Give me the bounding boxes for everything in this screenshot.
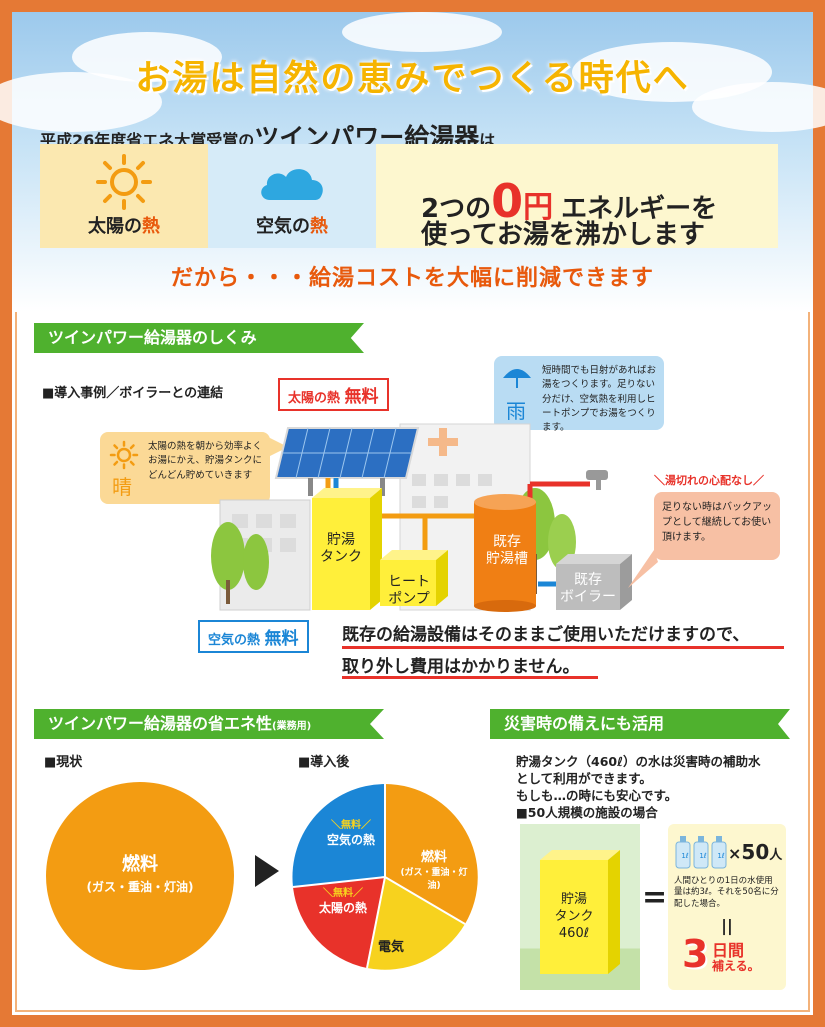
bottle-labels: 1ℓ 1ℓ 1ℓ (681, 852, 725, 860)
people-count: ×50人 (728, 840, 783, 864)
pie-slice-fuel (385, 784, 478, 924)
note-line2: 取り外し費用はかかりません。 (342, 657, 580, 677)
days-result: 3 (682, 932, 709, 976)
pie-slice-solar (293, 877, 385, 968)
days-unit: 日間 補える。 (712, 941, 760, 973)
zero-yen-line1: 2つの0円 エネルギーを (421, 174, 718, 228)
zero-yen-line2: 使ってお湯を沸かします (421, 220, 705, 250)
system-illustration (211, 423, 632, 612)
solar-free-tag: 太陽の熱 無料 (278, 378, 389, 411)
after-elec-label: 電気 (377, 940, 404, 955)
sunny-bubble: 晴 太陽の熱を朝から効率よくお湯にかえ、貯湯タンクにどんどん貯めていきます (100, 432, 270, 504)
after-solar-label: ＼無料／ 太陽の熱 (318, 888, 367, 915)
current-pie: 燃料 (ガス・重油・灯油) (46, 782, 234, 970)
shortage-title: ＼湯切れの心配なし／ (654, 474, 764, 487)
storage-tank-label: 貯湯 タンク (320, 532, 362, 565)
case-label: ■導入事例／ボイラーとの連結 (42, 386, 224, 401)
after-label: ■導入後 (298, 755, 350, 770)
sunny-char: 晴 (112, 475, 132, 499)
note-underline2 (342, 676, 598, 679)
note-line1: 既存の給湯設備はそのままご使用いただけますので、 (342, 625, 750, 645)
air-panel: 空気の熱 (208, 144, 376, 248)
water-panel: 1ℓ 1ℓ 1ℓ ×50人 人間ひとりの1日の水使用量は約3ℓ。それを50名に分配し… (668, 824, 786, 990)
sun-icon (96, 154, 152, 210)
tank-panel: 貯湯 タンク 460ℓ (520, 824, 640, 990)
cloud-decoration (692, 82, 825, 132)
cloud-decoration (72, 32, 222, 82)
disaster-text: 貯湯タンク（460ℓ）の水は災害時の補助水 として利用ができます。 もしも…の時… (516, 754, 761, 820)
after-fuel-label: 燃料 (ガス・重油・灯油) (400, 850, 468, 891)
per-person-text: 人間ひとりの1日の水使用量は約3ℓ。それを50名に分配した場合。 (674, 876, 779, 909)
umbrella-icon (503, 369, 531, 388)
pie-slice-air (292, 784, 385, 887)
cloud-icon (261, 169, 323, 200)
shortage-bubble-tail (628, 550, 658, 588)
rain-text: 短時間でも日射があればお湯をつくります。足りない分だけ、空気熱を利用しヒートポン… (542, 365, 657, 433)
cloud-decoration (342, 12, 502, 52)
air-panel-label: 空気の熱 (256, 216, 328, 237)
rain-char: 雨 (506, 399, 526, 423)
after-air-label: ＼無料／ 空気の熱 (326, 820, 375, 847)
mechanism-ribbon: ツインパワー給湯器のしくみ (34, 323, 364, 353)
sun-panel-label: 太陽の熱 (88, 216, 160, 237)
air-free-tag: 空気の熱 無料 (198, 620, 309, 653)
tank-panel-label: 貯湯 タンク 460ℓ (554, 892, 594, 941)
pie-slice-elec (367, 877, 465, 970)
current-label: ■現状 (44, 755, 83, 770)
cloud-decoration (0, 72, 162, 132)
cost-reduction-text: だから・・・給湯コストを大幅に削減できます (170, 266, 654, 291)
sun-icon (109, 440, 139, 470)
shortage-bubble: 足りない時はバックアップとして継続してお使い頂けます。 (654, 492, 780, 560)
equals-vertical: || (721, 916, 733, 935)
headline: お湯は自然の恵みでつくる時代へ (135, 59, 690, 99)
equals-sign: = (642, 880, 668, 915)
current-pie-sub: (ガス・重油・灯油) (86, 880, 194, 894)
arrow-right-icon (255, 855, 279, 887)
water-bottles-icon (675, 836, 727, 869)
existing-boiler-label: 既存 ボイラー (560, 572, 616, 605)
zero-yen-panel: 2つの0円 エネルギーを 使ってお湯を沸かします (376, 144, 778, 250)
current-pie-label: 燃料 (122, 854, 158, 875)
sunny-text: 太陽の熱を朝から効率よくお湯にかえ、貯湯タンクにどんどん貯めていきます (148, 441, 263, 481)
rain-bubble: 雨 短時間でも日射があればお湯をつくります。足りない分だけ、空気熱を利用しヒート… (494, 356, 664, 433)
efficiency-ribbon: ツインパワー給湯器の省エネ性(業務用) (34, 709, 384, 739)
sunny-bubble-tail (268, 437, 288, 457)
tank-box (540, 850, 620, 974)
after-pie (292, 784, 478, 970)
heat-pump-label: ヒート ポンプ (388, 574, 430, 607)
disaster-ribbon: 災害時の備えにも活用 (490, 709, 790, 739)
existing-tank-label: 既存 貯湯槽 (486, 534, 528, 567)
note-underline1 (342, 646, 784, 649)
sun-panel: 太陽の熱 (40, 144, 208, 248)
